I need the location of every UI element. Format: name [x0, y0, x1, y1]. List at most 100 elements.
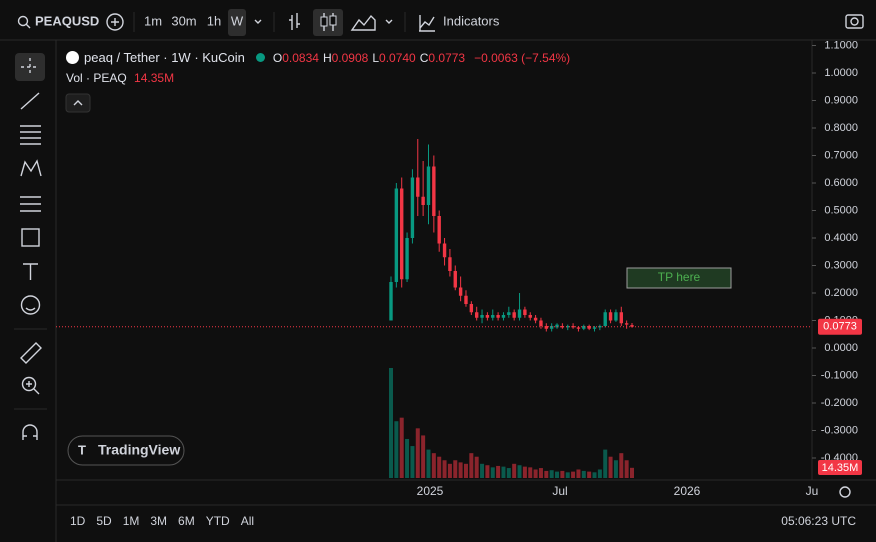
interval[interactable]: W	[231, 13, 244, 28]
symbol-logo	[66, 51, 79, 64]
fib-tool[interactable]	[20, 125, 41, 145]
indicators-button[interactable]: Indicators	[443, 13, 500, 28]
annotation-box[interactable]	[626, 267, 732, 289]
volume-bar	[630, 467, 634, 478]
ruler-tool[interactable]	[20, 342, 42, 364]
volume-bar	[426, 449, 431, 478]
volume-bar	[480, 463, 485, 478]
candle-body	[566, 326, 570, 328]
volume-bar	[587, 471, 592, 478]
price-tick-label: -0.2000	[821, 397, 858, 409]
interval[interactable]: 1m	[144, 13, 162, 28]
collapse-legend[interactable]	[65, 93, 91, 113]
ohlc-key: H	[322, 50, 332, 65]
ohlc-key: C	[419, 50, 429, 65]
candle-body	[501, 315, 506, 318]
range-button[interactable]: 5D	[96, 514, 112, 528]
candle-body	[480, 315, 484, 318]
candle-body	[549, 326, 554, 329]
branding-text[interactable]: TradingView	[98, 442, 180, 458]
text-tool[interactable]	[23, 263, 38, 280]
volume-bar	[399, 417, 404, 478]
range-button[interactable]: 1D	[70, 514, 86, 528]
volume-bar	[603, 449, 608, 478]
candle-body	[555, 324, 559, 328]
add-symbol[interactable]	[106, 13, 124, 31]
price-tick-label: -0.3000	[821, 424, 858, 436]
volume-label: Vol · PEAQ	[66, 71, 127, 85]
snapshot-button	[850, 17, 859, 26]
interval[interactable]: 1h	[207, 13, 221, 28]
candle-body	[630, 325, 634, 327]
interval[interactable]: 30m	[171, 13, 196, 28]
search-icon[interactable]	[17, 15, 29, 27]
volume-tag	[818, 460, 862, 475]
volume-bar	[581, 470, 586, 478]
annotation-text[interactable]: TP here	[658, 270, 701, 284]
range-button[interactable]: All	[240, 514, 255, 528]
branding-logo: T	[78, 442, 86, 457]
candle-body	[448, 257, 452, 271]
trendline-tool[interactable]	[20, 92, 40, 110]
candle-body	[400, 188, 404, 280]
price-tick-label: 0.8000	[824, 122, 858, 134]
volume-bar	[490, 467, 495, 478]
interval-menu[interactable]	[254, 19, 262, 24]
indicators-icon[interactable]	[419, 15, 435, 32]
volume-bar	[431, 453, 436, 478]
settings-button[interactable]	[839, 486, 851, 498]
zoom-tool[interactable]	[21, 376, 37, 392]
magnet-tool[interactable]	[22, 424, 38, 440]
snapshot-button[interactable]	[845, 14, 864, 29]
ohlc-key: O	[272, 50, 283, 65]
volume-bar	[608, 456, 613, 478]
forecast-tool[interactable]	[20, 196, 41, 212]
interval-active	[228, 9, 246, 36]
volume-value: 14.35M	[134, 71, 175, 85]
volume-bar	[506, 468, 511, 478]
ohlc-value: 0.0908	[331, 50, 369, 65]
volume-bar	[501, 466, 506, 478]
volume-legend: Vol · PEAQ 14.35M	[66, 71, 174, 85]
volume-bar	[394, 421, 399, 478]
ohlc-key: L	[372, 50, 380, 65]
candle-body	[603, 312, 607, 326]
price-tick-label: 0.9000	[824, 94, 858, 106]
shape-tool[interactable]	[21, 228, 40, 247]
range-button[interactable]: YTD	[205, 514, 230, 528]
volume-bar	[405, 438, 410, 478]
branding-badge[interactable]	[67, 435, 185, 466]
candle-body	[485, 315, 490, 318]
candle-body	[576, 327, 581, 329]
emoji-tool[interactable]	[20, 295, 41, 315]
ohlc-value: 0.0740	[379, 50, 416, 65]
candle-body	[437, 216, 441, 244]
symbol[interactable]: PEAQUSD	[35, 13, 99, 28]
candle-body	[608, 312, 613, 321]
volume-bar	[447, 463, 452, 478]
candle-body	[491, 315, 495, 318]
price-tick-label: 1.1000	[824, 39, 858, 51]
candles-icon	[329, 15, 337, 26]
volume-bar	[453, 460, 458, 478]
area-icon[interactable]	[350, 14, 376, 31]
range-button[interactable]: 3M	[150, 514, 168, 528]
volume-bar	[576, 469, 581, 478]
bars-icon[interactable]	[289, 13, 300, 30]
volume-bar	[533, 469, 538, 478]
legend-title[interactable]: peaq / Tether · 1W · KuCoin	[84, 50, 245, 65]
volume-bar	[437, 456, 442, 478]
pattern-tool[interactable]	[20, 159, 42, 177]
candle-body	[624, 323, 629, 325]
volume-bar	[517, 465, 522, 478]
chart-type-menu[interactable]	[385, 19, 393, 24]
candle-body	[544, 326, 549, 329]
volume-bar	[474, 456, 479, 478]
crosshair-tool[interactable]	[21, 58, 39, 76]
range-button[interactable]: 1M	[122, 514, 140, 528]
volume-bar	[415, 428, 420, 478]
ohlc-value: 0.0773	[428, 50, 466, 65]
candle-body	[442, 243, 447, 258]
range-button[interactable]: 6M	[178, 514, 195, 528]
volume-bar	[549, 470, 554, 478]
